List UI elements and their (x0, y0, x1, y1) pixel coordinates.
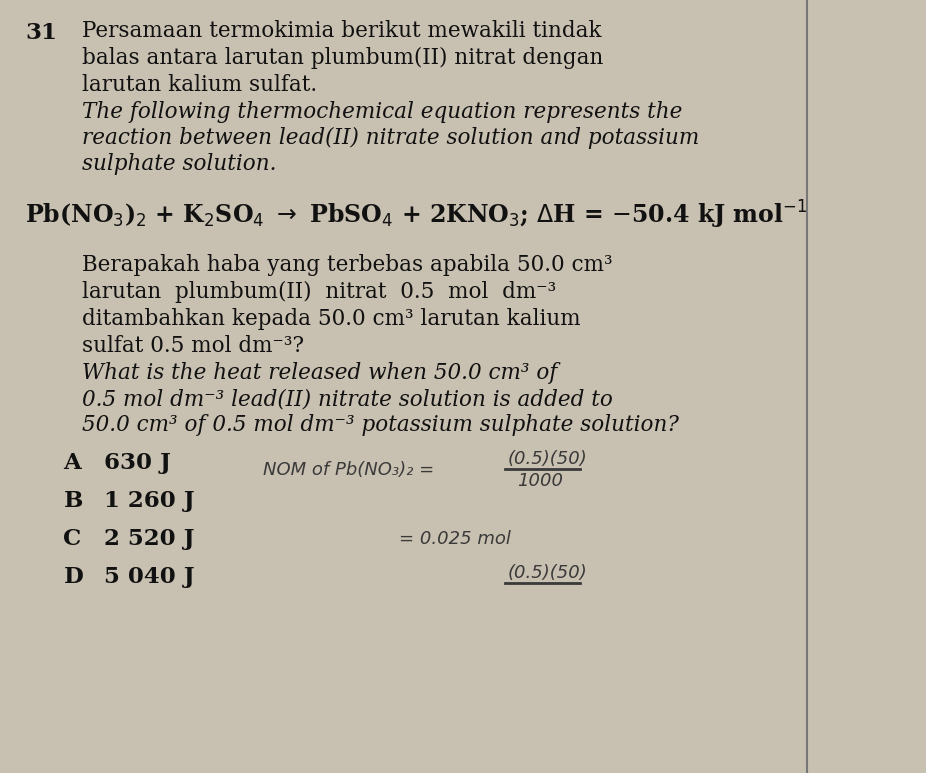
Text: Berapakah haba yang terbebas apabila 50.0 cm³: Berapakah haba yang terbebas apabila 50.… (81, 254, 612, 276)
Text: A: A (64, 452, 81, 474)
Text: Persamaan termokimia berikut mewakili tindak: Persamaan termokimia berikut mewakili ti… (81, 20, 601, 42)
Text: sulphate solution.: sulphate solution. (81, 153, 276, 175)
Text: 630 J: 630 J (105, 452, 171, 474)
Text: B: B (64, 490, 82, 512)
Text: 0.5 mol dm⁻³ lead(II) nitrate solution is added to: 0.5 mol dm⁻³ lead(II) nitrate solution i… (81, 388, 612, 410)
Text: Pb(NO$_3$)$_2$ + K$_2$SO$_4$ $\rightarrow$ PbSO$_4$ + 2KNO$_3$; $\Delta$H = $-$5: Pb(NO$_3$)$_2$ + K$_2$SO$_4$ $\rightarro… (25, 199, 807, 231)
Text: D: D (64, 566, 83, 588)
Text: sulfat 0.5 mol dm⁻³?: sulfat 0.5 mol dm⁻³? (81, 335, 304, 357)
Text: reaction between lead(II) nitrate solution and potassium: reaction between lead(II) nitrate soluti… (81, 127, 699, 149)
Text: What is the heat released when 50.0 cm³ of: What is the heat released when 50.0 cm³ … (81, 362, 557, 384)
Text: The following thermochemical equation represents the: The following thermochemical equation re… (81, 101, 682, 123)
Text: 2 520 J: 2 520 J (105, 528, 194, 550)
Text: 1 260 J: 1 260 J (105, 490, 194, 512)
Text: ditambahkan kepada 50.0 cm³ larutan kalium: ditambahkan kepada 50.0 cm³ larutan kali… (81, 308, 581, 330)
Text: (0.5)(50): (0.5)(50) (507, 450, 587, 468)
Text: 50.0 cm³ of 0.5 mol dm⁻³ potassium sulphate solution?: 50.0 cm³ of 0.5 mol dm⁻³ potassium sulph… (81, 414, 679, 436)
Text: 31: 31 (25, 22, 57, 44)
Text: larutan kalium sulfat.: larutan kalium sulfat. (81, 74, 317, 96)
Text: larutan  plumbum(II)  nitrat  0.5  mol  dm⁻³: larutan plumbum(II) nitrat 0.5 mol dm⁻³ (81, 281, 556, 303)
Text: = 0.025 mol: = 0.025 mol (399, 530, 511, 548)
Text: 5 040 J: 5 040 J (105, 566, 194, 588)
Text: 1000: 1000 (517, 472, 563, 490)
Text: NOM of Pb(NO₃)₂ =: NOM of Pb(NO₃)₂ = (263, 461, 434, 479)
Text: C: C (64, 528, 81, 550)
Text: balas antara larutan plumbum(II) nitrat dengan: balas antara larutan plumbum(II) nitrat … (81, 47, 603, 69)
Text: (0.5)(50): (0.5)(50) (507, 564, 587, 582)
